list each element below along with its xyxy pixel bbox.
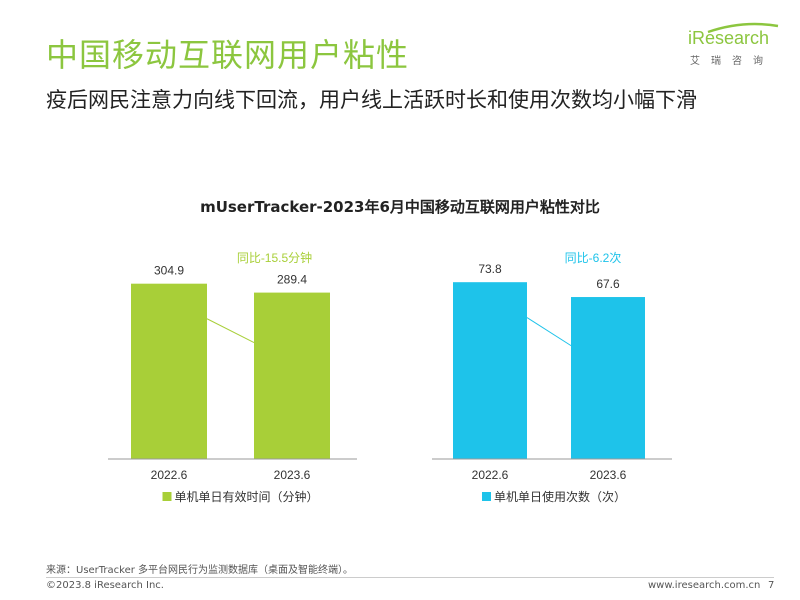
time-bar-2022.6 [131,283,207,459]
count-bar-2023.6 [571,297,645,459]
time-category-label: 2022.6 [151,468,188,482]
iresearch-logo: iResearch 艾瑞咨询 [688,22,784,72]
footer-divider [46,577,774,578]
website-url: www.iresearch.com.cn [648,580,761,591]
time-category-label: 2023.6 [274,468,311,482]
page-number: 7 [768,580,775,591]
logo-sub: 艾瑞咨询 [690,56,774,67]
count-bar-2022.6 [453,282,527,459]
count-legend-swatch [482,492,491,501]
count-value-label: 73.8 [478,262,502,276]
count-trend-connector [526,317,572,347]
time-value-label: 304.9 [154,264,184,278]
copyright: ©2023.8 iResearch Inc. [46,580,164,591]
time-bar-2023.6 [254,292,330,459]
source-note: 来源：UserTracker 多平台网民行为监测数据库（桌面及智能终端）。 [46,565,354,576]
count-legend-label: 单机单日使用次数（次） [494,489,626,504]
count-yoy-annotation: 同比-6.2次 [565,251,622,265]
page-subtitle: 疫后网民注意力向线下回流，用户线上活跃时长和使用次数均小幅下滑 [46,88,697,112]
page-title: 中国移动互联网用户粘性 [46,36,410,74]
time-legend-label: 单机单日有效时间（分钟） [175,489,319,504]
logo-swoosh-icon [707,22,779,34]
time-yoy-annotation: 同比-15.5分钟 [237,250,312,265]
logo-brand: iResearch [688,28,770,48]
count-category-label: 2023.6 [590,468,627,482]
time-legend-swatch [162,492,172,501]
chart-title: mUserTracker-2023年6月中国移动互联网用户粘性对比 [200,198,600,216]
time-value-label: 289.4 [277,273,307,287]
count-category-label: 2022.6 [472,468,509,482]
time-trend-connector [206,318,255,343]
count-value-label: 67.6 [596,277,620,291]
